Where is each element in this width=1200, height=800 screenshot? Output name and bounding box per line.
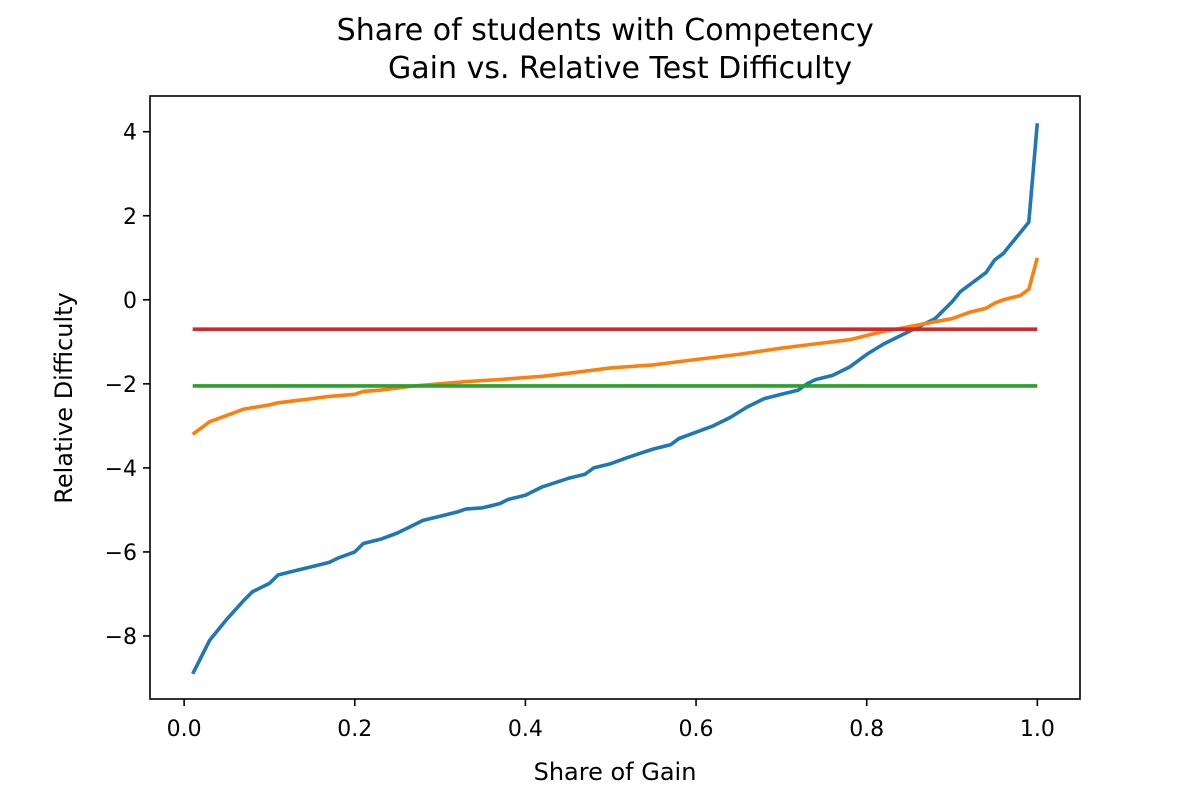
x-tick-label: 0.8 (849, 717, 884, 742)
y-axis-label: Relative Difficulty (50, 292, 78, 503)
y-tick-label: 2 (123, 205, 137, 230)
x-tick-label: 0.6 (679, 717, 714, 742)
plot-lines (191, 123, 1040, 675)
plot-frame (149, 95, 1081, 700)
chart-title-line-1: Share of students with Competency (337, 13, 874, 48)
x-tick-label: 0.2 (337, 717, 372, 742)
chart-title: Share of students with Competency Gain v… (337, 13, 884, 86)
x-axis-ticks: 0.0 0.2 0.4 0.6 0.8 1.0 (167, 699, 1055, 742)
y-tick-label: 4 (123, 121, 137, 146)
y-tick-label: −6 (105, 541, 137, 566)
y-tick-label: 0 (123, 289, 137, 314)
chart-title-line-2: Gain vs. Relative Test Difficulty (388, 51, 852, 86)
y-tick-label: −4 (105, 457, 137, 482)
series-line-1 (191, 123, 1040, 675)
y-tick-label: −2 (105, 373, 137, 398)
x-tick-label: 1.0 (1020, 717, 1055, 742)
y-tick-label: −8 (105, 625, 137, 650)
x-tick-label: 0.4 (508, 717, 543, 742)
y-axis-ticks: −8 −6 −4 −2 0 2 4 (105, 121, 150, 650)
series-line-2 (191, 257, 1040, 436)
x-tick-label: 0.0 (167, 717, 202, 742)
x-axis-label: Share of Gain (534, 758, 697, 786)
